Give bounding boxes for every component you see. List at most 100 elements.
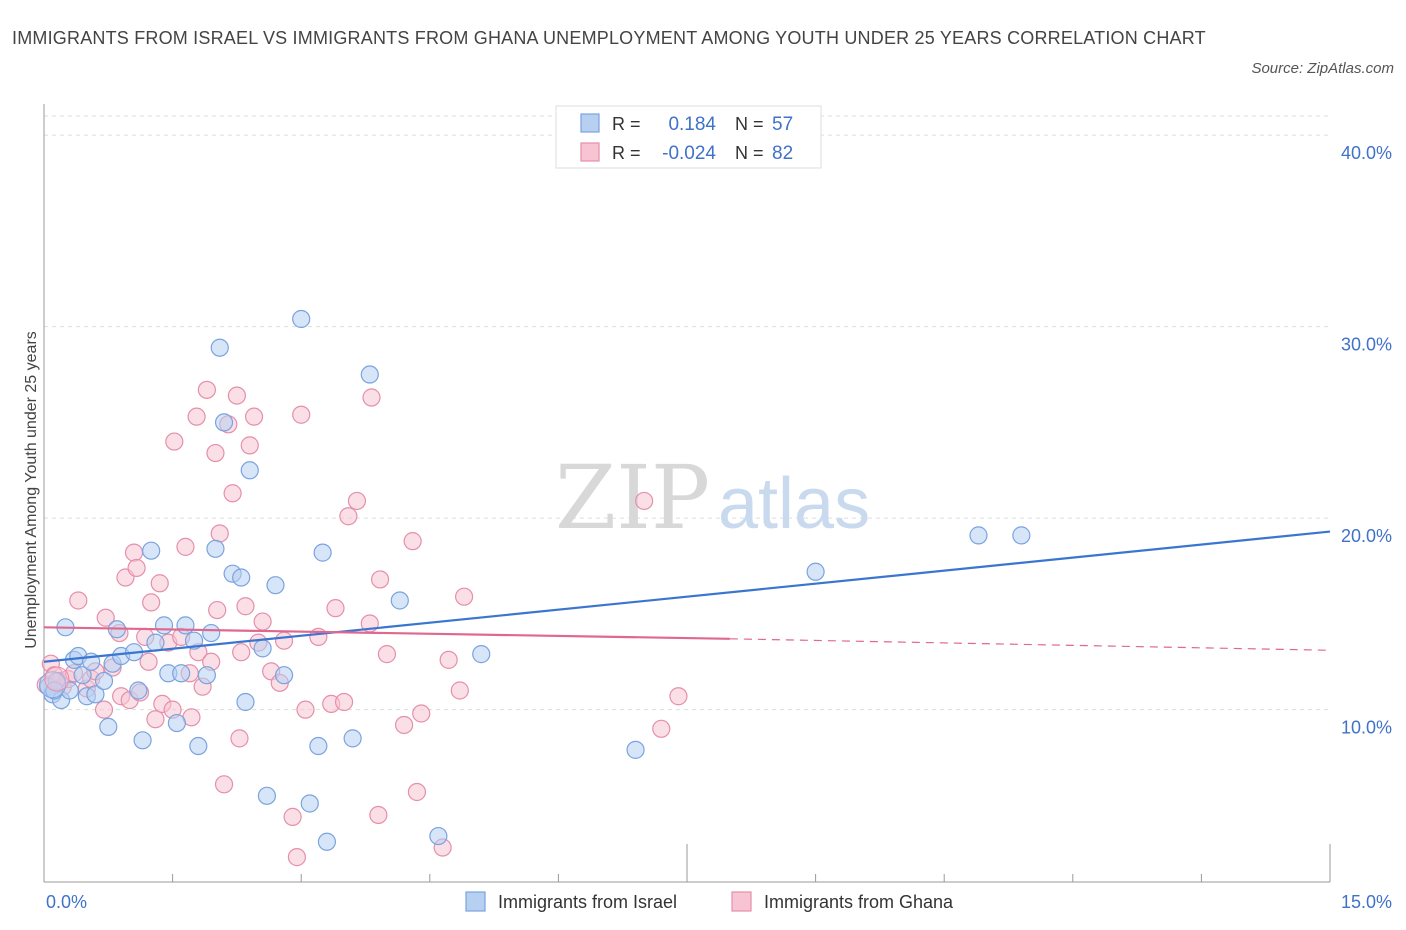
legend-r-value: 0.184 [668, 114, 716, 135]
israel-point [626, 740, 645, 759]
ghana-point [206, 443, 225, 463]
ghana-point [339, 507, 358, 526]
trend-lines [43, 530, 1331, 663]
ghana-point [369, 805, 388, 825]
legend-swatch-israel [580, 113, 600, 133]
israel-point [86, 685, 105, 704]
watermark: ZIP atlas [555, 446, 870, 549]
ghana-point [96, 608, 115, 627]
israel-point [266, 576, 285, 595]
ghana-point [44, 666, 70, 692]
ghana-point [669, 687, 688, 706]
israel-point [206, 539, 225, 558]
ghana-point [236, 597, 255, 616]
ghana-point [210, 524, 229, 543]
israel-point [154, 616, 174, 635]
ghana-point [377, 645, 397, 664]
ghana-point [165, 432, 184, 451]
legend-r-value: -0.024 [662, 143, 716, 164]
israel-point [172, 664, 191, 683]
ghana-point [283, 807, 302, 826]
ghana-point [296, 700, 315, 719]
ghana-point [176, 537, 195, 556]
y-tick-label: 40.0% [1341, 143, 1392, 163]
data-points [36, 309, 1031, 867]
israel-point [806, 562, 825, 581]
watermark-zip: ZIP [555, 446, 710, 549]
ghana-point [362, 388, 381, 407]
israel-point [1012, 526, 1031, 545]
series-legend: Immigrants from Israel Immigrants from G… [465, 891, 954, 912]
axes [43, 104, 1331, 883]
ghana-point [403, 532, 422, 551]
legend-n-label: N = [735, 114, 764, 134]
israel-point [202, 623, 221, 643]
israel-point [317, 832, 337, 851]
israel-point [189, 736, 208, 756]
ghana-point [253, 612, 272, 631]
israel-point [472, 645, 491, 664]
israel-point [390, 591, 409, 610]
israel-point [142, 541, 161, 560]
israel-point [360, 365, 379, 384]
ghana-point [347, 491, 367, 511]
source-note: Source: ZipAtlas.com [1251, 60, 1394, 77]
israel-point [343, 729, 362, 748]
y-tick-label: 10.0% [1341, 718, 1392, 738]
israel-point [214, 413, 234, 432]
israel-point [429, 826, 448, 846]
y-tick-label: 30.0% [1341, 335, 1392, 355]
ghana-point [635, 491, 654, 511]
israel-point [240, 461, 259, 480]
legend-r-label: R = [612, 114, 641, 134]
israel-point [210, 338, 229, 357]
ghana-point [439, 650, 458, 669]
ghana-point [287, 848, 307, 867]
y-tick-label: 20.0% [1341, 526, 1392, 546]
ghana-point [412, 704, 431, 723]
legend-n-value: 57 [772, 114, 793, 135]
israel-point [94, 671, 114, 691]
legend-swatch-israel [465, 891, 486, 912]
ghana-point [232, 643, 251, 662]
ghana-point [127, 558, 146, 578]
israel-point [232, 568, 251, 587]
ghana-point [394, 715, 414, 735]
ghana-point [244, 407, 264, 426]
israel-point [274, 666, 294, 685]
ghana-point [227, 386, 246, 405]
gridlines [44, 115, 1330, 711]
chart-title: IMMIGRANTS FROM ISRAEL VS IMMIGRANTS FRO… [12, 28, 1206, 48]
israel-point [313, 543, 332, 562]
israel-point [176, 616, 195, 635]
x-tick-labels: 0.0% 15.0% [46, 892, 1392, 912]
x-tick-label: 0.0% [46, 892, 87, 912]
israel-point [253, 639, 272, 658]
legend-swatch-ghana [731, 891, 752, 912]
ghana-point [150, 574, 169, 593]
ghana-point [124, 543, 144, 562]
correlation-legend: R = 0.184 N = 57 R = -0.024 N = 82 [555, 105, 822, 169]
x-tick-label: 15.0% [1341, 892, 1392, 912]
israel-point [146, 633, 165, 652]
israel-point [73, 666, 92, 685]
ghana-point [450, 681, 469, 700]
ghana-point [230, 729, 249, 748]
legend-box [555, 105, 822, 169]
ghana-point [187, 407, 206, 426]
israel-point [99, 717, 118, 736]
israel-point [129, 681, 148, 700]
israel-point [167, 713, 186, 733]
legend-n-value: 82 [772, 143, 793, 164]
y-tick-labels: 10.0% 20.0% 30.0% 40.0% [1341, 143, 1392, 738]
ghana-trend-line [43, 626, 730, 640]
ghana-point [214, 775, 234, 794]
israel-point [184, 631, 204, 650]
ghana-point [370, 570, 390, 589]
israel-point [197, 666, 216, 685]
ghana-point [240, 436, 259, 455]
ghana-point [208, 600, 227, 620]
israel-point [133, 731, 152, 750]
ghana-point [94, 700, 114, 719]
ghana-point [139, 652, 158, 671]
